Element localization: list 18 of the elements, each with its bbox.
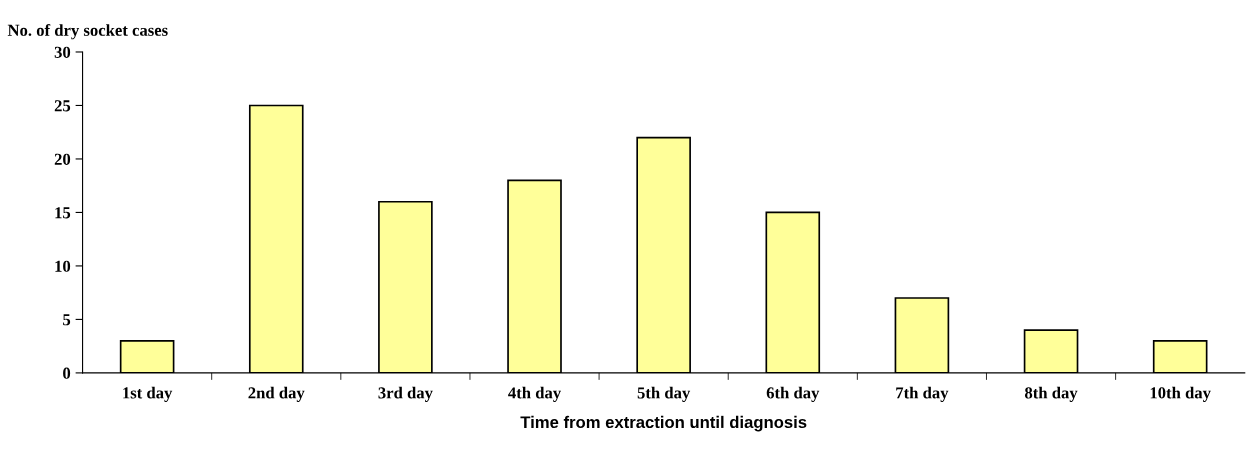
y-axis-title: No. of dry socket cases bbox=[7, 23, 168, 40]
y-tick-label: 20 bbox=[54, 153, 71, 165]
y-tick-label: 10 bbox=[55, 260, 71, 272]
y-tick-label: 25 bbox=[54, 100, 71, 112]
x-tick-label: 1st day bbox=[123, 386, 173, 402]
x-axis-title: Time from extraction until diagnosis bbox=[520, 415, 807, 432]
x-tick-label: 8th day bbox=[1024, 386, 1078, 402]
x-tick-label: 5th day bbox=[637, 386, 691, 402]
x-tick-label: 7th day bbox=[896, 386, 949, 402]
y-tick-label: 15 bbox=[55, 207, 71, 219]
x-tick-label: 4th day bbox=[508, 386, 561, 402]
y-tick-label: 0 bbox=[63, 367, 71, 379]
y-tick-label: 5 bbox=[63, 314, 71, 326]
y-tick-label: 30 bbox=[54, 46, 71, 58]
x-tick-label: 3rd day bbox=[378, 386, 433, 402]
x-tick-label: 10th day bbox=[1150, 386, 1211, 402]
x-tick-label: 2nd day bbox=[248, 386, 305, 402]
x-tick-label: 6th day bbox=[766, 386, 820, 402]
